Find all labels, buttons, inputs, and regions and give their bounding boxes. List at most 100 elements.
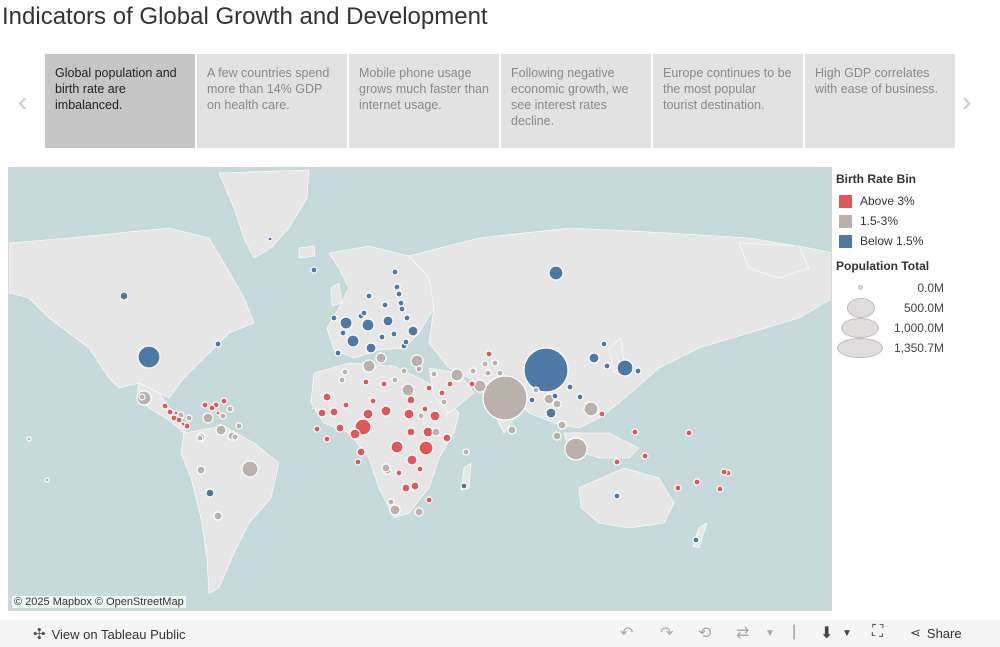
story-point-3[interactable]: Mobile phone usage grows much faster tha… bbox=[349, 54, 499, 148]
country-bubble[interactable] bbox=[430, 370, 438, 378]
country-bubble[interactable] bbox=[576, 393, 584, 401]
country-bubble[interactable] bbox=[341, 368, 349, 376]
country-bubble[interactable] bbox=[482, 375, 528, 421]
country-bubble[interactable] bbox=[137, 345, 161, 369]
country-bubble[interactable] bbox=[334, 349, 342, 357]
country-bubble[interactable] bbox=[360, 309, 368, 317]
country-bubble[interactable] bbox=[219, 412, 227, 420]
country-bubble[interactable] bbox=[346, 334, 360, 348]
country-bubble[interactable] bbox=[338, 376, 346, 384]
country-bubble[interactable] bbox=[613, 492, 621, 500]
chevron-down-icon[interactable]: ▼ bbox=[765, 628, 775, 639]
country-bubble[interactable] bbox=[205, 488, 215, 498]
country-bubble[interactable] bbox=[175, 416, 183, 424]
country-bubble[interactable] bbox=[231, 433, 239, 441]
next-story-point-button[interactable]: › bbox=[962, 86, 972, 117]
country-bubble[interactable] bbox=[213, 511, 223, 521]
country-bubble[interactable] bbox=[410, 481, 420, 491]
country-bubble[interactable] bbox=[391, 376, 399, 384]
country-bubble[interactable] bbox=[26, 436, 32, 442]
country-bubble[interactable] bbox=[418, 440, 434, 456]
country-bubble[interactable] bbox=[369, 397, 377, 405]
story-point-6[interactable]: High GDP correlates with ease of busines… bbox=[805, 54, 955, 148]
country-bubble[interactable] bbox=[421, 405, 429, 413]
story-point-5[interactable]: Europe continues to be the most popular … bbox=[653, 54, 803, 148]
country-bubble[interactable] bbox=[415, 365, 423, 373]
country-bubble[interactable] bbox=[481, 360, 489, 368]
country-bubble[interactable] bbox=[335, 423, 345, 433]
country-bubble[interactable] bbox=[401, 483, 411, 493]
country-bubble[interactable] bbox=[398, 305, 406, 313]
country-bubble[interactable] bbox=[402, 338, 410, 346]
country-bubble[interactable] bbox=[598, 410, 606, 418]
country-bubble[interactable] bbox=[378, 333, 386, 341]
country-bubble[interactable] bbox=[323, 435, 331, 443]
story-point-4[interactable]: Following negative economic growth, we s… bbox=[501, 54, 651, 148]
country-bubble[interactable] bbox=[613, 458, 621, 466]
country-bubble[interactable] bbox=[362, 359, 376, 373]
country-bubble[interactable] bbox=[241, 460, 259, 478]
country-bubble[interactable] bbox=[380, 405, 392, 417]
country-bubble[interactable] bbox=[166, 408, 174, 416]
country-bubble[interactable] bbox=[429, 410, 441, 422]
country-bubble[interactable] bbox=[365, 342, 377, 354]
country-bubble[interactable] bbox=[381, 301, 389, 309]
country-bubble[interactable] bbox=[403, 408, 415, 420]
country-bubble[interactable] bbox=[674, 484, 682, 492]
story-point-1[interactable]: Global population and birth rate are imb… bbox=[45, 54, 195, 148]
country-bubble[interactable] bbox=[692, 536, 700, 544]
country-bubble[interactable] bbox=[416, 465, 424, 473]
redo-icon[interactable]: ↷ bbox=[660, 625, 674, 642]
country-bubble[interactable] bbox=[523, 347, 569, 393]
country-bubble[interactable] bbox=[354, 458, 362, 466]
country-bubble[interactable] bbox=[720, 468, 728, 476]
country-bubble[interactable] bbox=[387, 498, 395, 506]
world-map[interactable]: © 2025 Mapbox © OpenStreetMap bbox=[8, 167, 832, 611]
country-bubble[interactable] bbox=[438, 389, 446, 397]
country-bubble[interactable] bbox=[566, 383, 574, 391]
story-point-2[interactable]: A few countries spend more than 14% GDP … bbox=[197, 54, 347, 148]
country-bubble[interactable] bbox=[460, 482, 468, 490]
country-bubble[interactable] bbox=[496, 369, 504, 377]
country-bubble[interactable] bbox=[215, 424, 227, 436]
country-bubble[interactable] bbox=[407, 325, 419, 337]
country-bubble[interactable] bbox=[406, 395, 416, 405]
country-bubble[interactable] bbox=[322, 392, 332, 402]
country-bubble[interactable] bbox=[583, 401, 599, 417]
country-bubble[interactable] bbox=[317, 408, 327, 418]
country-bubble[interactable] bbox=[185, 414, 193, 422]
country-bubble[interactable] bbox=[330, 314, 338, 322]
map-attribution[interactable]: © 2025 Mapbox © OpenStreetMap bbox=[12, 596, 186, 608]
country-bubble[interactable] bbox=[400, 367, 408, 375]
country-bubble[interactable] bbox=[532, 386, 540, 394]
country-bubble[interactable] bbox=[406, 427, 416, 437]
country-bubble[interactable] bbox=[395, 469, 403, 477]
country-bubble[interactable] bbox=[393, 283, 401, 291]
country-bubble[interactable] bbox=[685, 429, 693, 437]
country-bubble[interactable] bbox=[401, 383, 415, 397]
country-bubble[interactable] bbox=[406, 454, 418, 466]
country-bubble[interactable] bbox=[552, 431, 562, 441]
country-bubble[interactable] bbox=[196, 465, 206, 475]
country-bubble[interactable] bbox=[362, 408, 374, 420]
country-bubble[interactable] bbox=[339, 329, 347, 337]
country-bubble[interactable] bbox=[473, 379, 487, 393]
legend-item-1-5-3[interactable]: 1.5-3% bbox=[836, 211, 996, 231]
download-icon[interactable]: ⬇ bbox=[820, 625, 834, 642]
country-bubble[interactable] bbox=[382, 315, 394, 327]
country-bubble[interactable] bbox=[44, 477, 50, 483]
previous-story-point-button[interactable]: ‹ bbox=[18, 86, 28, 117]
country-bubble[interactable] bbox=[551, 392, 559, 400]
country-bubble[interactable] bbox=[339, 316, 353, 330]
country-bubble[interactable] bbox=[693, 478, 701, 486]
country-bubble[interactable] bbox=[552, 399, 562, 409]
fullscreen-icon[interactable]: ⛶ bbox=[872, 623, 884, 640]
country-bubble[interactable] bbox=[397, 299, 405, 307]
legend-item-above-3[interactable]: Above 3% bbox=[836, 191, 996, 211]
country-bubble[interactable] bbox=[528, 396, 536, 404]
country-bubble[interactable] bbox=[484, 369, 492, 377]
undo-icon[interactable]: ↶ bbox=[620, 625, 634, 642]
country-bubble[interactable] bbox=[557, 420, 567, 430]
country-bubble[interactable] bbox=[425, 496, 433, 504]
country-bubble[interactable] bbox=[631, 428, 639, 436]
